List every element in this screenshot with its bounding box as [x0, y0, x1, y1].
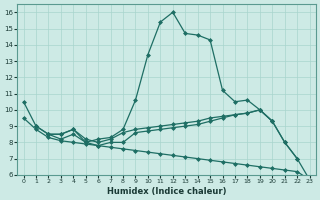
X-axis label: Humidex (Indice chaleur): Humidex (Indice chaleur) — [107, 187, 226, 196]
